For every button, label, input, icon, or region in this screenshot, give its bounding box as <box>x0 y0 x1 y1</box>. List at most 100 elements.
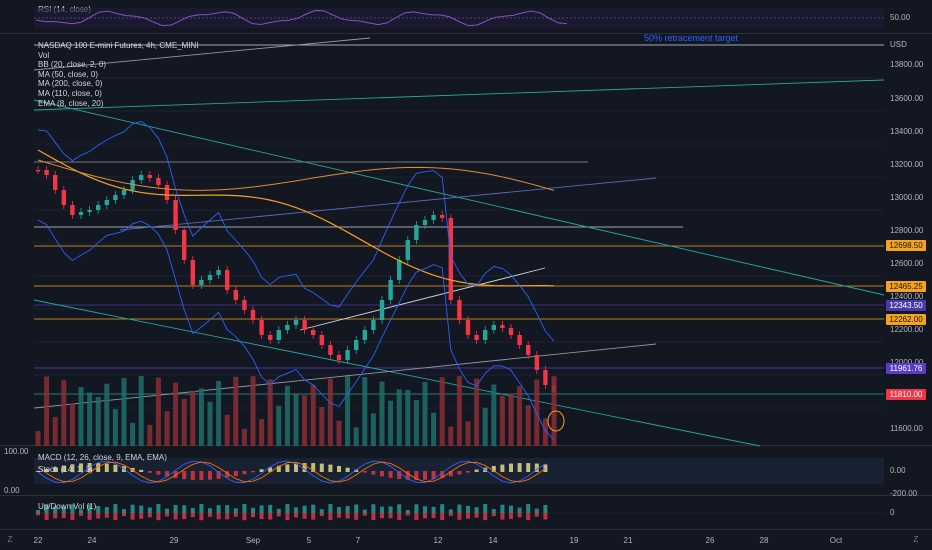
trend-line <box>299 267 546 331</box>
candle-body <box>293 320 299 325</box>
volume-bar <box>362 377 368 446</box>
updown-bar <box>466 505 470 513</box>
macd-histogram-bar <box>337 466 341 472</box>
time-label: 12 <box>433 536 443 545</box>
updown-bar <box>285 504 290 513</box>
price-tick: 13200.00 <box>890 160 924 169</box>
legend-ema8[interactable]: EMA (8, close, 20) <box>38 98 104 108</box>
legend-ma110[interactable]: MA (110, close, 0) <box>38 88 102 98</box>
candle-body <box>526 345 531 355</box>
updown-bar <box>268 504 273 513</box>
currency-label[interactable]: USD <box>890 40 907 49</box>
price-tag[interactable]: 11810.00 <box>886 389 926 400</box>
stoch-title[interactable]: Stoch (14, 1, 3) <box>38 465 93 474</box>
macd-histogram-bar <box>79 463 83 472</box>
symbol-title[interactable]: NASDAQ 100 E-mini Futures, 4h, CME_MINI <box>38 41 199 50</box>
volume-bar <box>465 421 471 446</box>
updown-bar <box>362 513 367 516</box>
updown-bar <box>337 513 341 518</box>
updown-bar <box>474 507 479 513</box>
legend-vol[interactable]: Vol <box>38 50 50 60</box>
updown-bar <box>534 513 539 517</box>
time-label: Oct <box>829 536 843 545</box>
updown-bar <box>526 504 531 513</box>
macd-histogram-bar <box>190 471 195 480</box>
volume-bar <box>173 382 179 446</box>
macd-histogram-bar <box>268 467 273 472</box>
candle-body <box>147 175 152 178</box>
volume-bar <box>95 397 101 446</box>
updown-bar <box>448 509 453 513</box>
candle-body <box>104 200 109 205</box>
rsi-level-label: 50.00 <box>890 13 911 22</box>
updown-bar <box>302 505 307 513</box>
macd-histogram-bar <box>294 463 298 472</box>
volume-bar <box>474 378 480 446</box>
stoch-d-line <box>37 461 546 483</box>
updown-bar <box>276 513 281 517</box>
candle-body <box>414 225 419 240</box>
candle-body <box>87 210 92 212</box>
updown-bar <box>242 513 247 521</box>
candle-body <box>302 320 307 330</box>
updown-bar <box>311 504 316 513</box>
macd-histogram-bar <box>208 471 212 480</box>
updown-bar <box>414 513 419 520</box>
price-tick: 11600.00 <box>890 424 923 433</box>
timezone-icon[interactable]: Z <box>7 535 13 544</box>
macd-title[interactable]: MACD (12, 26, close, 9, EMA, EMA) <box>38 453 167 462</box>
updown-bar <box>208 508 212 513</box>
price-tag[interactable]: 11961.76 <box>886 363 926 374</box>
updown-title[interactable]: Up/Down Vol (1) <box>38 502 97 511</box>
legend-bb[interactable]: BB (20, close, 2, 0) <box>38 60 107 70</box>
volume-bar <box>370 413 376 446</box>
candle-body <box>491 325 496 330</box>
macd-histogram-bar <box>362 471 367 473</box>
updown-bar <box>431 513 436 518</box>
price-tick: 12600.00 <box>890 259 924 268</box>
candle-body <box>517 335 522 345</box>
trend-line <box>33 37 371 71</box>
updown-bar <box>345 513 350 519</box>
candle-body <box>483 330 488 340</box>
macd-histogram-bar <box>319 463 324 472</box>
macd-histogram-bar <box>397 471 402 480</box>
candle-body <box>139 175 144 180</box>
legend-ma200[interactable]: MA (200, close, 0) <box>38 79 103 89</box>
macd-stoch-pane[interactable] <box>0 446 932 496</box>
macd-histogram-bar <box>388 471 393 478</box>
volume-bar <box>241 428 247 446</box>
trend-line <box>33 299 761 447</box>
volume-bar <box>69 403 75 446</box>
legend-ma50[interactable]: MA (50, close, 0) <box>38 69 99 79</box>
price-tag[interactable]: 12698.50 <box>886 240 926 251</box>
macd-histogram-bar <box>423 471 427 480</box>
volume-bar <box>112 409 118 446</box>
price-tag[interactable]: 12465.25 <box>886 281 926 292</box>
updown-bar <box>104 513 109 518</box>
macd-histogram-bar <box>491 465 496 472</box>
price-tick: 12000.00 <box>890 358 923 367</box>
macd-histogram-bar <box>311 463 316 472</box>
candle-body <box>474 335 479 340</box>
volume-bar <box>525 405 531 446</box>
updown-bar <box>130 504 135 513</box>
volume-bar <box>198 388 204 446</box>
volume-bar <box>207 401 213 446</box>
macd-tick: 0.00 <box>890 466 906 475</box>
macd-histogram-bar <box>139 469 144 472</box>
updown-bar <box>165 508 169 513</box>
timezone-settings-icon[interactable]: Z <box>913 535 919 544</box>
trend-line <box>119 177 657 231</box>
updown-bar <box>405 509 410 513</box>
candle-body <box>440 215 445 218</box>
price-tag[interactable]: 12343.50 <box>886 300 926 311</box>
candle-body <box>78 212 84 215</box>
updown-vol-pane[interactable] <box>0 496 932 530</box>
updown-bar <box>147 513 152 518</box>
updown-bar <box>345 506 350 513</box>
candle-body <box>225 270 230 290</box>
price-tag[interactable]: 12262.00 <box>886 314 926 325</box>
candle-body <box>53 175 58 190</box>
